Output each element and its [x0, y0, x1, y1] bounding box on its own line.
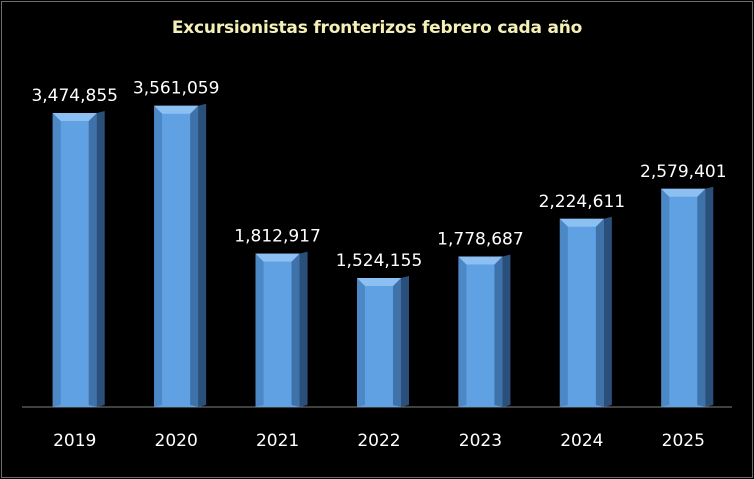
bar-bevel-left [357, 278, 365, 407]
bar-side [96, 111, 105, 407]
bar-2020 [154, 103, 207, 407]
value-label-2021: 1,812,917 [234, 227, 321, 247]
x-tick-label-2021: 2021 [256, 431, 299, 451]
x-tick-label-2023: 2023 [459, 431, 502, 451]
bar-2022 [357, 276, 409, 407]
bar-bevel-left [154, 105, 163, 407]
value-label-2020: 3,561,059 [133, 79, 220, 99]
bar-bevel-left [52, 113, 61, 407]
bar-side [401, 276, 409, 407]
bar-2024 [559, 216, 612, 407]
bar-top [154, 105, 199, 114]
bar-2023 [458, 254, 511, 407]
bar-bevel-left [559, 218, 568, 407]
x-tick-label-2025: 2025 [662, 431, 705, 451]
bar-side [502, 254, 511, 407]
x-tick-label-2024: 2024 [560, 431, 603, 451]
bars-layer [52, 103, 714, 407]
bar-bevel-left [255, 253, 264, 407]
x-tick-label-2022: 2022 [357, 431, 400, 451]
bar-bevel-right [595, 218, 604, 407]
bar-bevel-right [494, 256, 503, 407]
value-label-2024: 2,224,611 [539, 192, 626, 212]
x-tick-label-2020: 2020 [155, 431, 198, 451]
bar-top [661, 188, 706, 197]
bar-top [458, 256, 503, 265]
bar-top [357, 278, 401, 287]
bar-bevel-right [88, 113, 97, 407]
labels-layer: 3,474,855 2019 3,561,059 2020 1,812,917 2021 1… [31, 79, 726, 451]
bar-side [198, 103, 207, 407]
bar-bevel-right [190, 105, 199, 407]
value-label-2022: 1,524,155 [336, 251, 423, 271]
bar-bevel-right [291, 253, 300, 407]
bar-top [559, 218, 604, 227]
value-label-2025: 2,579,401 [640, 162, 727, 182]
bar-side [603, 216, 612, 407]
value-label-2019: 3,474,855 [31, 86, 118, 106]
bar-bevel-left [661, 188, 670, 407]
x-tick-label-2019: 2019 [53, 431, 96, 451]
bar-bevel-right [393, 278, 401, 407]
value-label-2023: 1,778,687 [437, 230, 524, 250]
chart-title: Excursionistas fronterizos febrero cada … [171, 18, 583, 38]
bar-top [255, 253, 300, 262]
bar-bevel-left [458, 256, 467, 407]
bar-top [52, 113, 97, 121]
bar-bevel-right [697, 188, 706, 407]
bar-side [299, 251, 308, 407]
bar-side [705, 186, 714, 407]
bar-2021 [255, 251, 308, 407]
bar-2019 [52, 111, 105, 407]
bar-2025 [661, 186, 714, 407]
